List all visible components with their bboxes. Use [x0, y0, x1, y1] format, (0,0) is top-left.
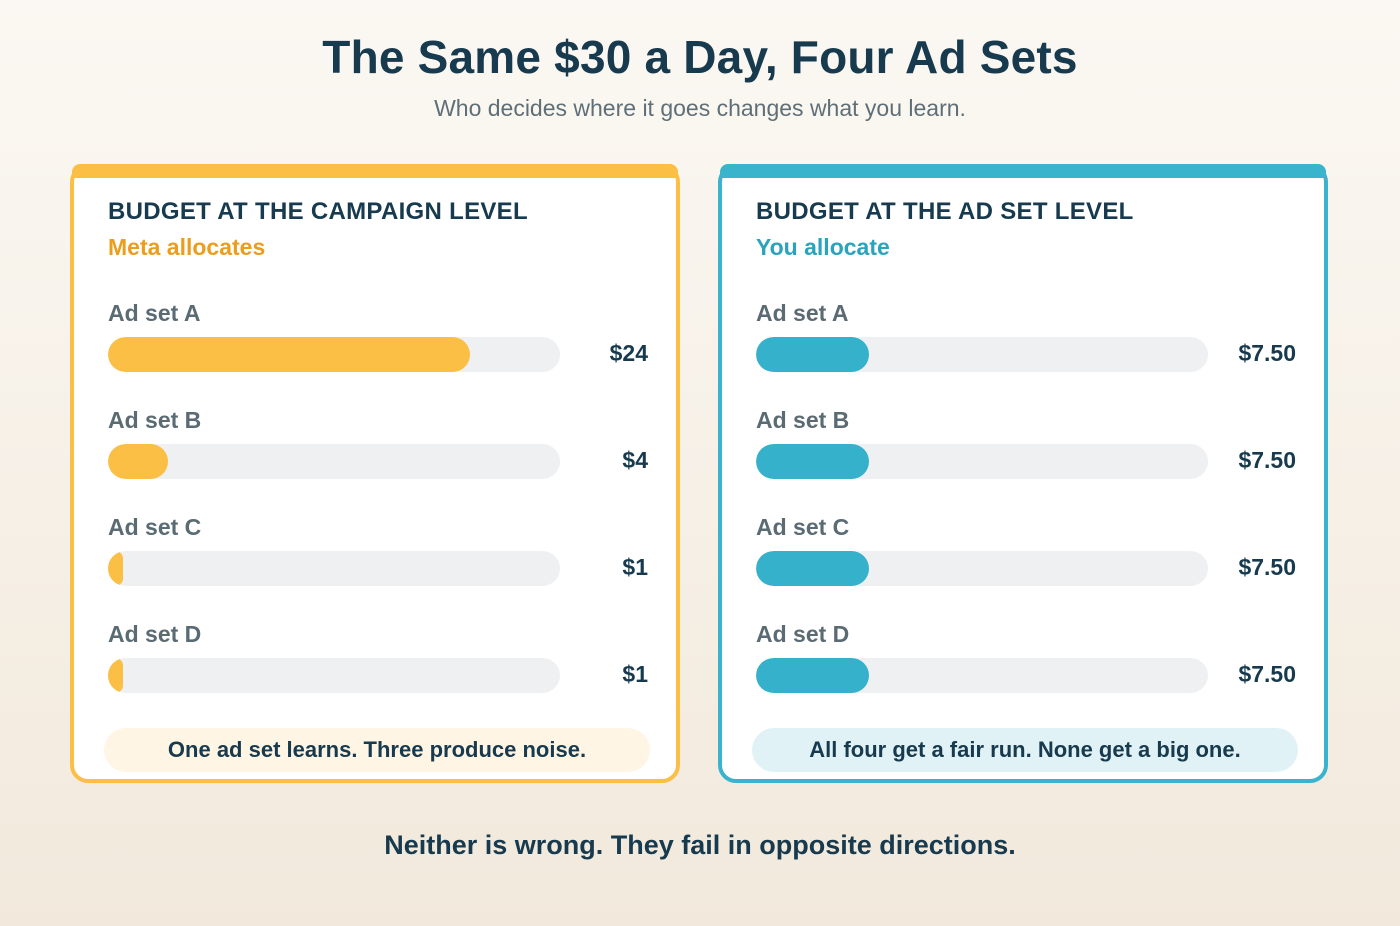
bar-track	[756, 658, 1208, 693]
footer-caption: Neither is wrong. They fail in opposite …	[384, 830, 1016, 860]
bar-row: Ad set D $1	[108, 621, 648, 711]
bar-value-label: $1	[622, 661, 648, 687]
bar-label: Ad set D	[756, 621, 850, 647]
bar-value-label: $7.50	[1238, 447, 1296, 473]
adset-level-panel: BUDGET AT THE AD SET LEVEL You allocate …	[718, 164, 1328, 783]
bar-row: Ad set A $24	[108, 300, 648, 390]
bar-value-label: $1	[622, 554, 648, 580]
bar-fill	[756, 444, 869, 479]
bar-row: Ad set C $1	[108, 514, 648, 604]
bar-label: Ad set B	[108, 407, 202, 433]
panel-accent-bar	[72, 164, 678, 178]
bar-track	[756, 551, 1208, 586]
bar-track	[108, 444, 560, 479]
panel-subheading: Meta allocates	[108, 234, 266, 260]
bar-fill	[756, 337, 869, 372]
bar-value-label: $7.50	[1238, 554, 1296, 580]
page-subtitle: Who decides where it goes changes what y…	[434, 95, 966, 121]
page-title: The Same $30 a Day, Four Ad Sets	[322, 31, 1078, 83]
bar-fill	[756, 551, 869, 586]
bar-row: Ad set A $7.50	[756, 300, 1296, 390]
bar-track	[756, 337, 1208, 372]
bar-label: Ad set A	[108, 300, 201, 326]
bar-track	[108, 551, 560, 586]
bar-fill	[108, 337, 470, 372]
bar-fill	[108, 444, 169, 479]
bar-label: Ad set C	[756, 514, 850, 540]
bar-row: Ad set B $4	[108, 407, 648, 497]
bar-value-label: $24	[609, 340, 648, 366]
bar-value-label: $4	[622, 447, 648, 473]
bar-value-label: $7.50	[1238, 661, 1296, 687]
bar-row: Ad set B $7.50	[756, 407, 1296, 497]
panel-accent-bar	[720, 164, 1326, 178]
bar-row: Ad set D $7.50	[756, 621, 1296, 711]
bar-fill	[756, 658, 869, 693]
bar-value-label: $7.50	[1238, 340, 1296, 366]
panel-subheading: You allocate	[756, 234, 890, 260]
campaign-level-panel: BUDGET AT THE CAMPAIGN LEVEL Meta alloca…	[70, 164, 680, 783]
panel-note: One ad set learns. Three produce noise.	[104, 728, 650, 772]
bar-track	[108, 337, 560, 372]
bar-track	[108, 658, 560, 693]
panel-heading: BUDGET AT THE CAMPAIGN LEVEL	[108, 198, 528, 225]
panel-heading: BUDGET AT THE AD SET LEVEL	[756, 198, 1134, 225]
bar-track	[756, 444, 1208, 479]
bar-label: Ad set D	[108, 621, 202, 647]
bar-fill	[108, 551, 124, 586]
bar-row: Ad set C $7.50	[756, 514, 1296, 604]
bar-label: Ad set B	[756, 407, 850, 433]
bar-label: Ad set C	[108, 514, 202, 540]
panel-note: All four get a fair run. None get a big …	[752, 728, 1298, 772]
bar-fill	[108, 658, 124, 693]
bar-label: Ad set A	[756, 300, 849, 326]
